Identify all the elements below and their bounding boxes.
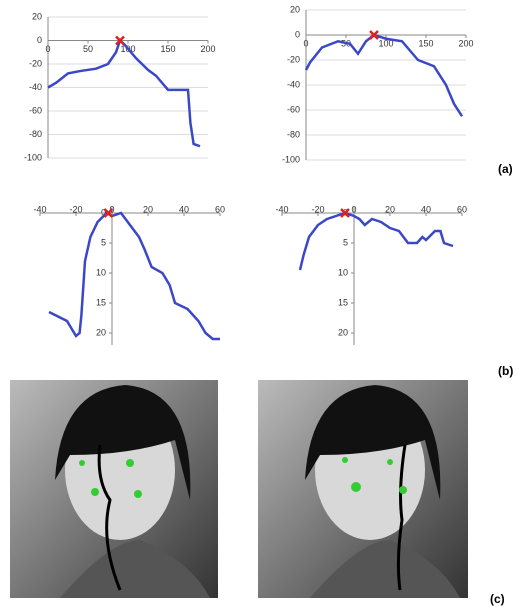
y-tick-label: 0 (295, 29, 300, 39)
x-tick-label: -20 (311, 204, 324, 214)
x-tick-label: 40 (421, 204, 431, 214)
y-tick-label: -100 (282, 154, 300, 164)
y-tick-label: 20 (96, 327, 106, 337)
y-tick-label: -60 (29, 105, 42, 115)
panel-label: (b) (498, 364, 513, 378)
x-tick-label: 0 (351, 204, 356, 214)
x-tick-label: 60 (215, 204, 225, 214)
y-tick-label: -40 (287, 79, 300, 89)
photo-right (258, 380, 468, 598)
x-tick-label: 0 (45, 44, 50, 54)
x-tick-label: 50 (83, 44, 93, 54)
x-tick-label: 100 (378, 38, 393, 48)
x-tick-label: 20 (143, 204, 153, 214)
y-tick-label: -80 (287, 129, 300, 139)
y-tick-label: 0 (101, 207, 106, 217)
data-line (298, 211, 454, 271)
photo-left (10, 380, 218, 598)
y-tick-label: 10 (338, 267, 348, 277)
y-tick-label: -20 (29, 58, 42, 68)
panel-label: (a) (498, 162, 513, 176)
y-tick-label: 15 (338, 297, 348, 307)
y-tick-label: 10 (96, 267, 106, 277)
y-tick-label: 5 (101, 237, 106, 247)
y-tick-label: -20 (287, 54, 300, 64)
y-tick-label: 15 (96, 297, 106, 307)
x-tick-label: 60 (457, 204, 467, 214)
y-tick-label: 20 (32, 11, 42, 21)
y-tick-label: -60 (287, 104, 300, 114)
peak-marker (369, 30, 379, 40)
panel-label: (c) (490, 592, 505, 606)
x-tick-label: -20 (69, 204, 82, 214)
x-tick-label: 20 (385, 204, 395, 214)
x-tick-label: -40 (275, 204, 288, 214)
x-tick-label: 40 (179, 204, 189, 214)
y-tick-label: -100 (24, 152, 42, 162)
peak-marker (103, 208, 114, 218)
y-tick-label: 20 (290, 4, 300, 14)
peak-marker (115, 35, 125, 46)
data-line (48, 211, 220, 341)
x-tick-label: -40 (33, 204, 46, 214)
data-line (47, 38, 201, 148)
peak-marker (340, 208, 350, 218)
x-tick-label: 200 (200, 44, 215, 54)
y-tick-label: -80 (29, 129, 42, 139)
y-tick-label: 5 (343, 237, 348, 247)
y-tick-label: 0 (37, 35, 42, 45)
x-tick-label: 150 (418, 38, 433, 48)
x-tick-label: 0 (303, 38, 308, 48)
x-tick-label: 200 (458, 38, 473, 48)
y-tick-label: -40 (29, 82, 42, 92)
y-tick-label: 20 (338, 327, 348, 337)
x-tick-label: 150 (160, 44, 175, 54)
